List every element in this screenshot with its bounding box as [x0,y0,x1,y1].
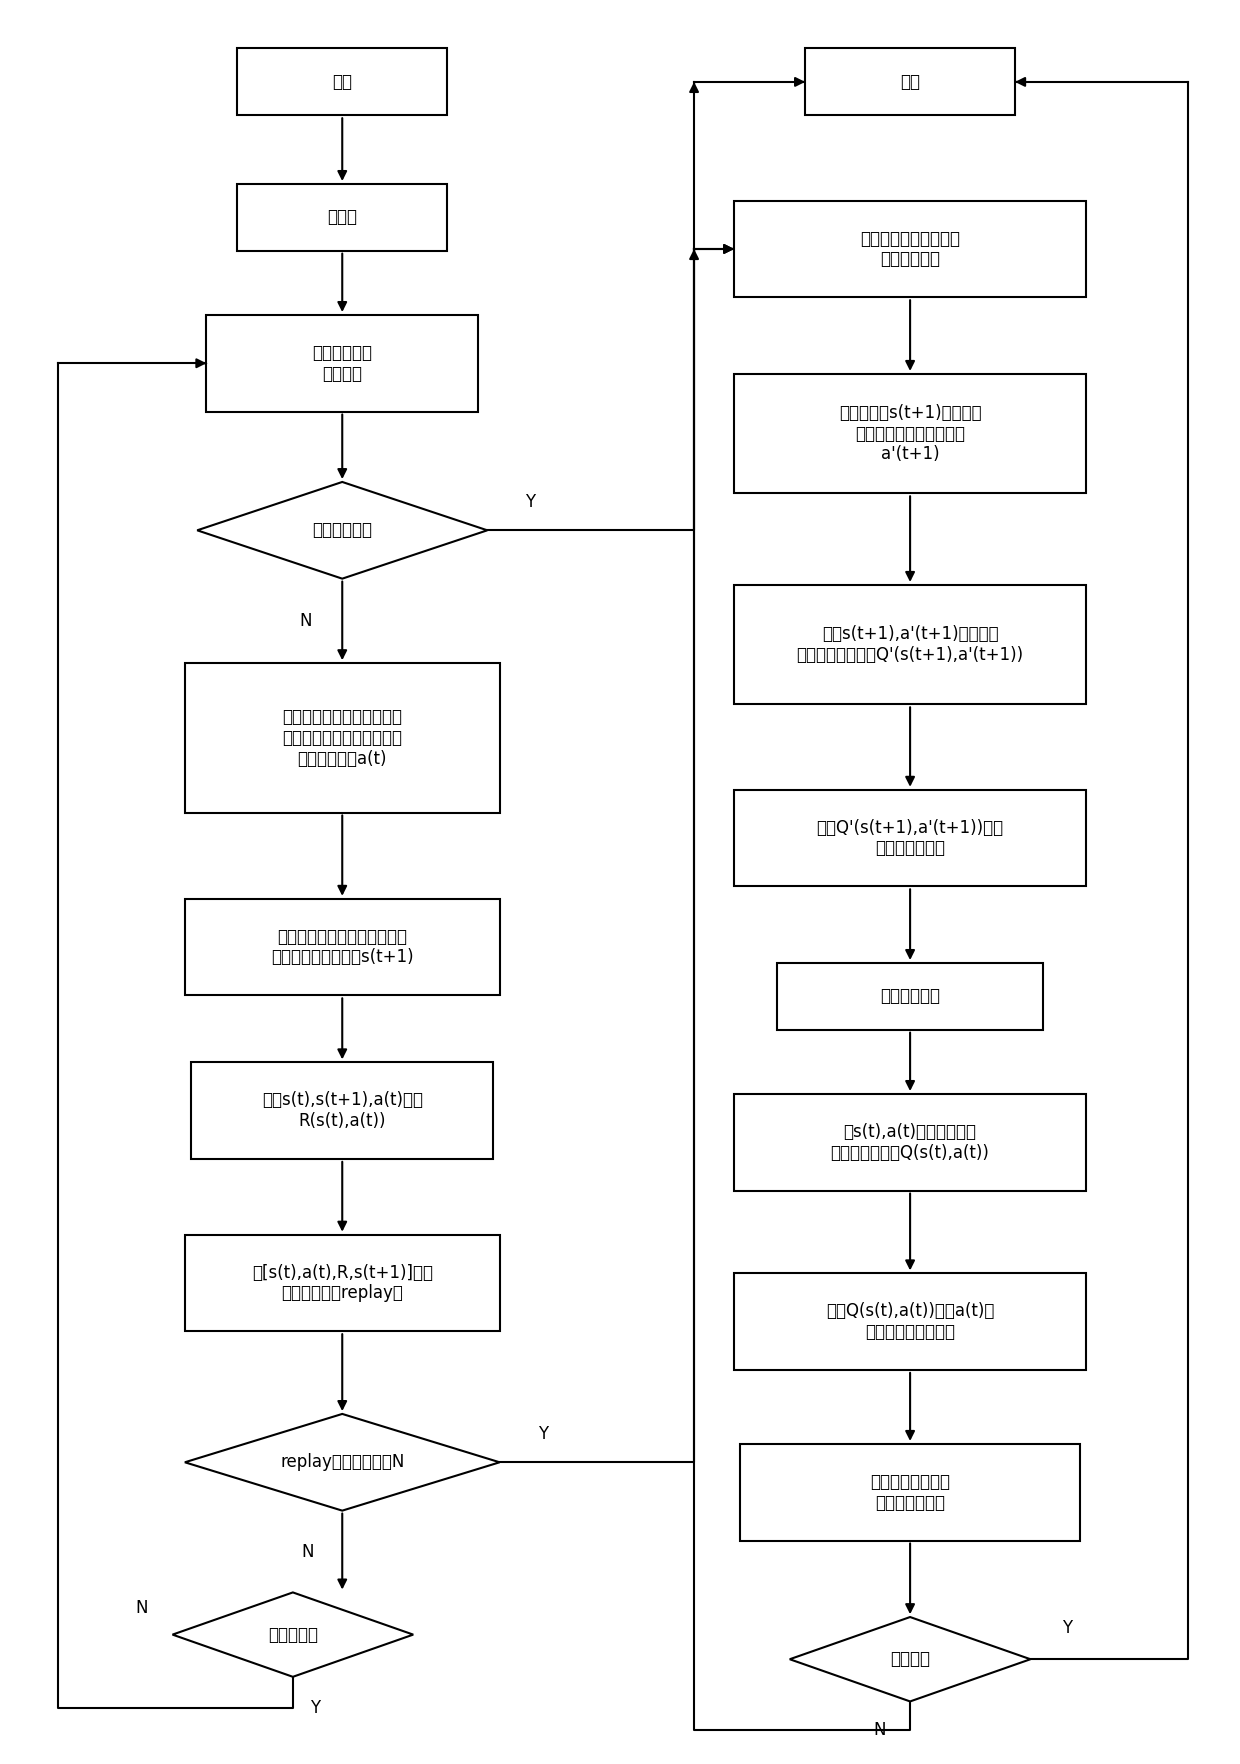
FancyBboxPatch shape [734,790,1086,886]
FancyBboxPatch shape [734,374,1086,494]
Text: 机器人跌倒: 机器人跌倒 [268,1626,317,1644]
Text: 网络收敛: 网络收敛 [890,1651,930,1669]
Text: N: N [135,1600,148,1618]
Polygon shape [172,1593,413,1678]
Text: 以样本中的s(t+1)为输入，
计算目标动作网络的输出
a'(t+1): 以样本中的s(t+1)为输入， 计算目标动作网络的输出 a'(t+1) [838,404,981,464]
Text: N: N [301,1542,314,1561]
Text: 机器人运动到
初始状态: 机器人运动到 初始状态 [312,344,372,383]
Polygon shape [197,482,487,579]
Text: N: N [873,1720,885,1739]
Text: 更新目标评价网络
和目标动作网络: 更新目标评价网络 和目标动作网络 [870,1473,950,1512]
Text: 训练时间结束: 训练时间结束 [312,522,372,540]
Text: 根据s(t),s(t+1),a(t)计算
R(s(t),a(t)): 根据s(t),s(t+1),a(t)计算 R(s(t),a(t)) [262,1092,423,1131]
Text: replay中样本数量＞N: replay中样本数量＞N [280,1454,404,1471]
Polygon shape [790,1618,1030,1702]
Text: 训练评价网络: 训练评价网络 [880,988,940,1005]
FancyBboxPatch shape [740,1443,1080,1540]
FancyBboxPatch shape [777,963,1043,1030]
FancyBboxPatch shape [185,663,500,813]
Text: 开始: 开始 [332,72,352,92]
Text: 机器人关节运动到期望角度，
获取机器人新的状态s(t+1): 机器人关节运动到期望角度， 获取机器人新的状态s(t+1) [270,928,414,967]
FancyBboxPatch shape [237,48,448,115]
Text: 根据s(t+1),a'(t+1)，计算目
标评价网络的输出Q'(s(t+1),a'(t+1)): 根据s(t+1),a'(t+1)，计算目 标评价网络的输出Q'(s(t+1),a… [796,624,1024,663]
Text: Y: Y [538,1425,548,1443]
Text: N: N [299,612,311,630]
Polygon shape [185,1415,500,1510]
FancyBboxPatch shape [734,201,1086,298]
FancyBboxPatch shape [805,48,1016,115]
Text: 初始化: 初始化 [327,208,357,226]
Text: 计算Q(s(t),a(t))关于a(t)的
梯度，训练动作网络: 计算Q(s(t),a(t))关于a(t)的 梯度，训练动作网络 [826,1302,994,1341]
Text: 结束: 结束 [900,72,920,92]
Text: 一次性读取多个样本，
进行网络训练: 一次性读取多个样本， 进行网络训练 [861,229,960,268]
FancyBboxPatch shape [734,1094,1086,1191]
Text: Y: Y [1063,1619,1073,1637]
Text: Y: Y [310,1699,320,1718]
FancyBboxPatch shape [191,1062,494,1159]
FancyBboxPatch shape [207,316,479,411]
Text: 利用Q'(s(t+1),a'(t+1))更新
评价网络的输出: 利用Q'(s(t+1),a'(t+1))更新 评价网络的输出 [816,818,1003,857]
Text: 将[s(t),a(t),R,s(t+1)]作为
一个样本存入replay中: 将[s(t),a(t),R,s(t+1)]作为 一个样本存入replay中 [252,1263,433,1302]
Text: 以当前状态为输入，根据动
作网络，得到膝关节和髋关
节的期望角度a(t): 以当前状态为输入，根据动 作网络，得到膝关节和髋关 节的期望角度a(t) [283,707,402,767]
Text: 以s(t),a(t)为输入，计算
评价网络的输出Q(s(t),a(t)): 以s(t),a(t)为输入，计算 评价网络的输出Q(s(t),a(t)) [831,1124,990,1162]
FancyBboxPatch shape [185,898,500,995]
FancyBboxPatch shape [734,586,1086,704]
FancyBboxPatch shape [185,1235,500,1332]
FancyBboxPatch shape [734,1274,1086,1371]
Text: Y: Y [526,494,536,512]
FancyBboxPatch shape [237,183,448,250]
